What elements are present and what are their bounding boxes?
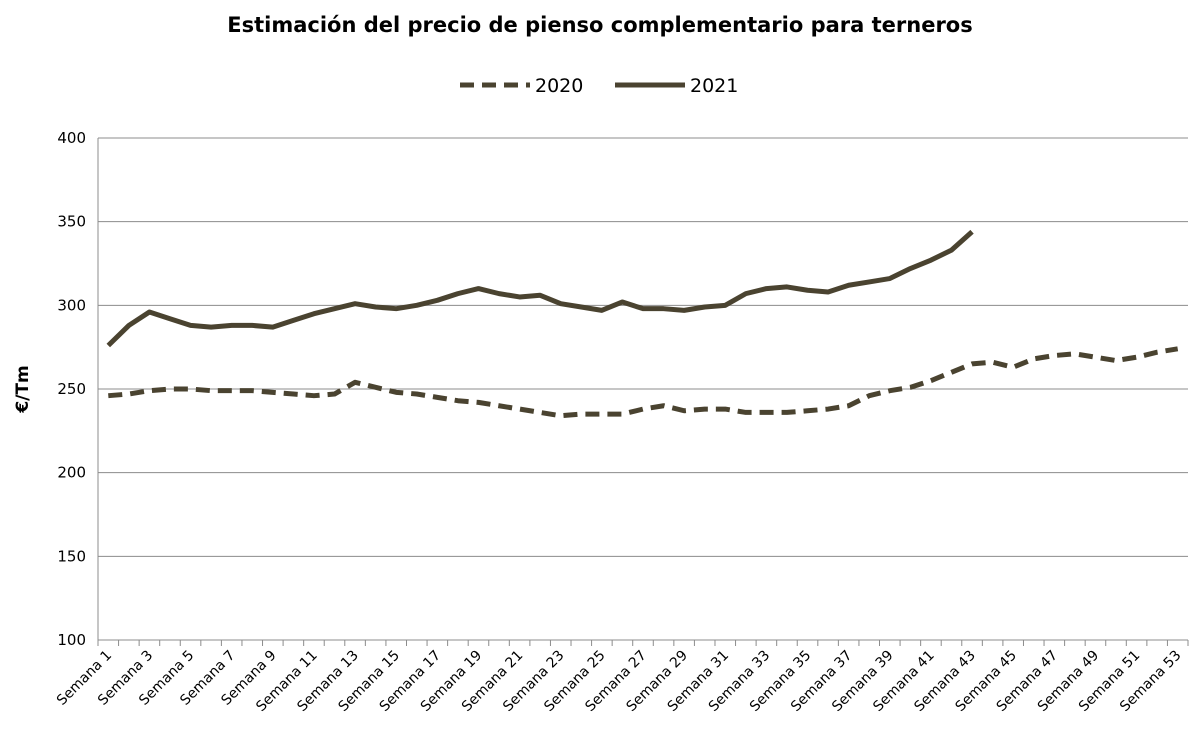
series-line	[106, 229, 974, 348]
y-tick-label: 350	[57, 213, 86, 231]
y-tick-label: 250	[57, 380, 86, 398]
y-tick-label: 200	[57, 464, 86, 482]
y-tick-label: 300	[57, 296, 86, 314]
legend-label: 2020	[535, 75, 583, 97]
series-line	[108, 346, 1179, 419]
y-axis-label: €/Tm	[13, 365, 33, 413]
legend-label: 2021	[690, 75, 738, 97]
y-tick-label: 100	[57, 631, 86, 649]
y-tick-label: 150	[57, 547, 86, 565]
y-tick-label: 400	[57, 129, 86, 147]
chart-title: Estimación del precio de pienso compleme…	[227, 13, 972, 37]
